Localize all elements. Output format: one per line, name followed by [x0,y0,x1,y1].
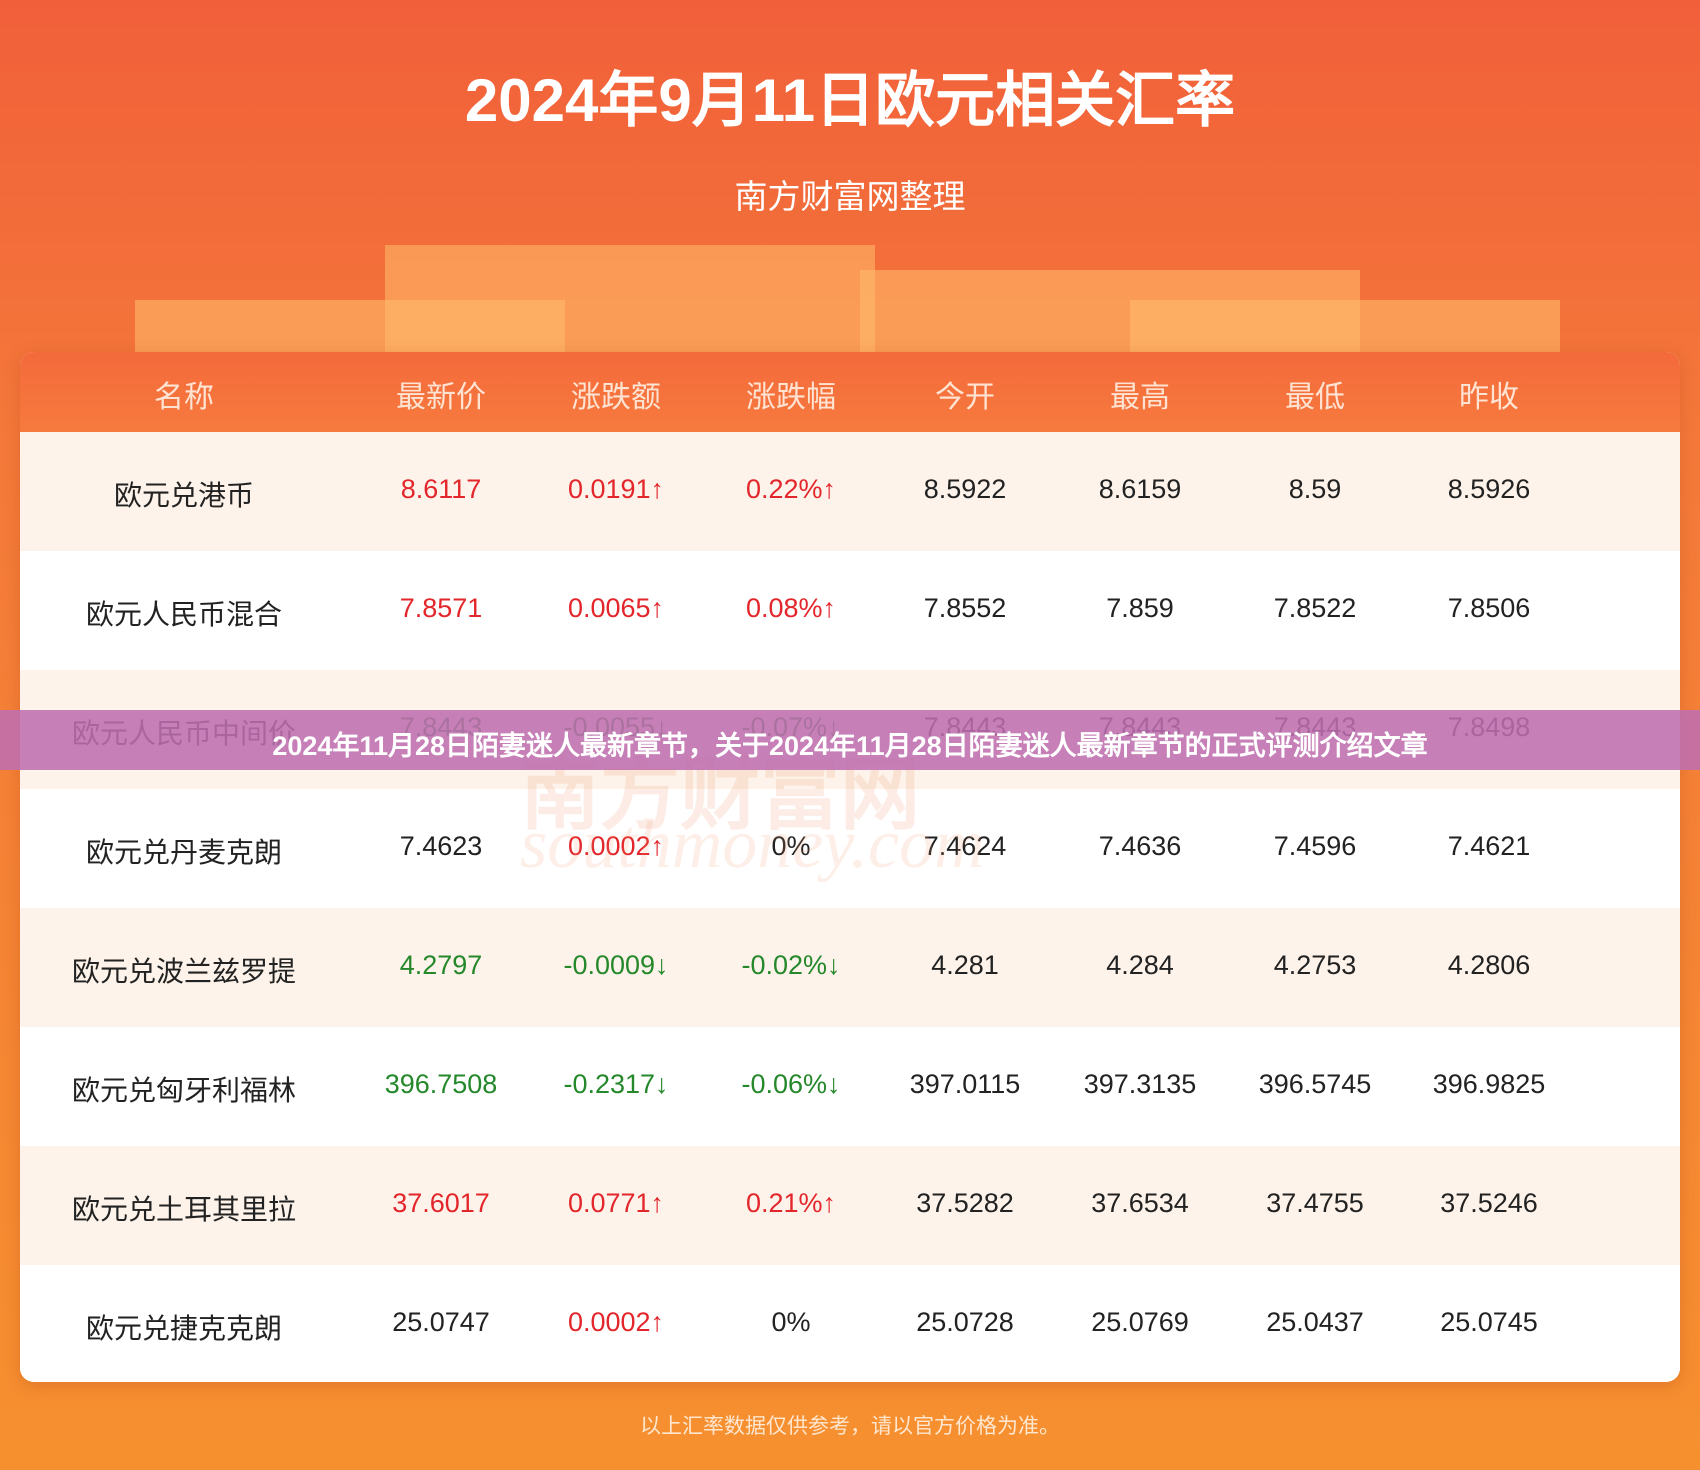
rate-cell: 4.2753 [1273,950,1357,980]
rate-cell: 4.2806 [1447,950,1531,980]
rate-table: 名称 最新价 涨跌额 涨跌幅 今开 最高 最低 昨收欧元兑港币 8.6117 0.0191↑ 0.2… [20,352,1680,1382]
footer-note: 以上汇率数据仅供参考，请以官方价格为准。 [640,1415,1060,1438]
currency-name: 欧元兑波兰兹罗提 [71,956,296,987]
rate-cell: 7.8571 [399,593,483,623]
subtitle: 南方财富网整理 [734,178,966,215]
rate-cell: 0.0002↑ [567,831,665,861]
currency-name: 欧元人民币混合 [85,599,282,630]
rate-cell: 7.4596 [1273,831,1357,861]
rate-cell: 0% [771,831,811,861]
rate-cell: 0.0002↑ [567,1307,665,1337]
currency-name: 欧元兑捷克克朗 [85,1313,282,1344]
banner-text: 2024年11月28日陌妻迷人最新章节，关于2024年11月28日陌妻迷人最新章… [272,731,1428,761]
rate-cell: -0.02%↓ [741,950,841,980]
column-header: 最新价 [396,381,486,414]
column-header: 昨收 [1459,381,1519,414]
column-header: 最低 [1285,381,1345,414]
currency-name: 欧元兑丹麦克朗 [85,837,282,868]
table-row: 欧元兑丹麦克朗 7.4623 0.0002↑ 0% 7.4624 7.4636 7.4596… [20,789,1680,908]
column-header: 名称 [154,381,214,414]
rate-cell: 7.8522 [1273,593,1357,623]
rate-cell: 396.7508 [384,1069,498,1099]
table-row: 欧元兑波兰兹罗提 4.2797 -0.0009↓ -0.02%↓ 4.281 4.284 4… [20,908,1680,1027]
rate-cell: 25.0747 [392,1307,490,1337]
banner [0,710,1700,770]
rate-cell: 25.0769 [1091,1307,1189,1337]
rate-cell: 0.08%↑ [745,593,837,623]
table-row: 欧元兑匈牙利福林 396.7508 -0.2317↓ -0.06%↓ 397.0115 3… [20,1027,1680,1146]
rate-cell: 0.0771↑ [567,1188,665,1218]
column-header: 涨跌幅 [746,381,836,414]
rate-cell: 396.9825 [1432,1069,1546,1099]
rate-cell: 8.5922 [923,474,1007,504]
rate-cell: 7.859 [1106,593,1174,623]
currency-name: 欧元兑土耳其里拉 [71,1194,296,1225]
rate-cell: 396.5745 [1258,1069,1372,1099]
watermark: southmoney.com [520,806,985,883]
rate-cell: 8.5926 [1447,474,1531,504]
decor [1130,300,1560,360]
rate-cell: 37.6534 [1091,1188,1189,1218]
rate-cell: 0% [771,1307,811,1337]
table-row: 欧元兑土耳其里拉 37.6017 0.0771↑ 0.21%↑ 37.5282 37.65… [20,1146,1680,1265]
table-row: 欧元兑捷克克朗 25.0747 0.0002↑ 0% 25.0728 25.0769 25.… [20,1265,1680,1382]
rate-cell: 7.8552 [923,593,1007,623]
rate-cell: -0.0009↓ [563,950,669,980]
rate-cell: 7.4624 [923,831,1007,861]
rate-cell: 397.3135 [1083,1069,1197,1099]
rate-cell: -0.06%↓ [741,1069,841,1099]
decor [135,300,565,360]
table-row: 欧元兑港币 8.6117 0.0191↑ 0.22%↑ 8.5922 8.6159 8.59… [20,432,1680,551]
title: 2024年9月11日欧元相关汇率 [464,67,1236,134]
rate-cell: 397.0115 [909,1069,1021,1099]
rate-cell: 8.6159 [1098,474,1182,504]
rate-cell: 0.0065↑ [567,593,665,623]
rate-cell: 0.22%↑ [745,474,837,504]
rate-cell: 37.4755 [1266,1188,1364,1218]
rate-cell: 7.4621 [1447,831,1531,861]
table-row: 欧元人民币混合 7.8571 0.0065↑ 0.08%↑ 7.8552 7.859 7.8… [20,551,1680,670]
rate-cell: 7.4636 [1098,831,1182,861]
column-header: 最高 [1110,381,1170,414]
rate-cell: 4.2797 [399,950,483,980]
rate-cell: 25.0437 [1266,1307,1364,1337]
rate-cell: 7.4623 [399,831,483,861]
rate-cell: 25.0745 [1440,1307,1538,1337]
rate-cell: 8.59 [1288,474,1342,504]
rate-cell: 4.284 [1106,950,1174,980]
rate-cell: 0.0191↑ [567,474,665,504]
currency-name: 欧元兑港币 [113,480,254,511]
rate-cell: 7.8506 [1447,593,1531,623]
rate-cell: 37.6017 [392,1188,490,1218]
rate-cell: 25.0728 [916,1307,1014,1337]
rate-cell: 37.5246 [1440,1188,1538,1218]
rate-cell: 37.5282 [916,1188,1014,1218]
rate-cell: 0.21%↑ [745,1188,837,1218]
rate-cell: 4.281 [931,950,999,980]
currency-name: 欧元兑匈牙利福林 [71,1075,296,1106]
rate-cell: 8.6117 [400,474,482,504]
table-header: 名称 最新价 涨跌额 涨跌幅 今开 最高 最低 昨收 [20,352,1680,432]
column-header: 涨跌额 [571,381,661,414]
column-header: 今开 [935,381,995,414]
rate-cell: -0.2317↓ [563,1069,669,1099]
